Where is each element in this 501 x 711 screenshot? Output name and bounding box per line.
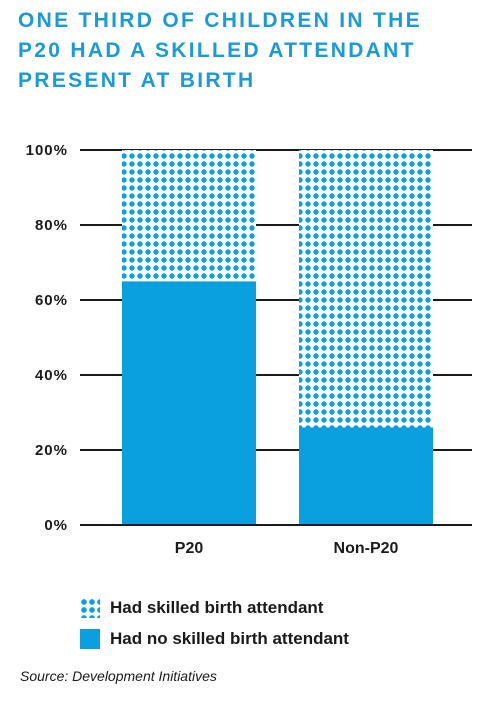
bar-p20-no-skilled: [122, 281, 256, 525]
source-note: Source: Development Initiatives: [20, 668, 217, 684]
legend-item-no-skilled: Had no skilled birth attendant: [80, 623, 349, 654]
y-tick-label: 20%: [35, 442, 68, 459]
legend-label: Had skilled birth attendant: [110, 597, 324, 617]
legend-swatch-dots: [80, 597, 100, 618]
bar-p20-skilled: [122, 150, 256, 282]
bar-non-p20-no-skilled: [299, 427, 433, 525]
y-tick-label: 100%: [26, 142, 68, 159]
y-tick-label: 0%: [44, 517, 68, 534]
legend: Had skilled birth attendant Had no skill…: [80, 592, 349, 654]
legend-swatch-solid: [80, 628, 100, 649]
y-tick-label: 60%: [35, 292, 68, 309]
legend-label: Had no skilled birth attendant: [110, 628, 349, 648]
x-category-label: Non-P20: [334, 540, 399, 557]
bar-non-p20-skilled: [299, 150, 433, 428]
legend-item-skilled: Had skilled birth attendant: [80, 592, 349, 623]
y-tick-label: 80%: [35, 217, 68, 234]
chart-title: ONE THIRD OF CHILDREN IN THE P20 HAD A S…: [18, 9, 422, 92]
x-category-label: P20: [175, 540, 204, 557]
y-tick-label: 40%: [35, 367, 68, 384]
